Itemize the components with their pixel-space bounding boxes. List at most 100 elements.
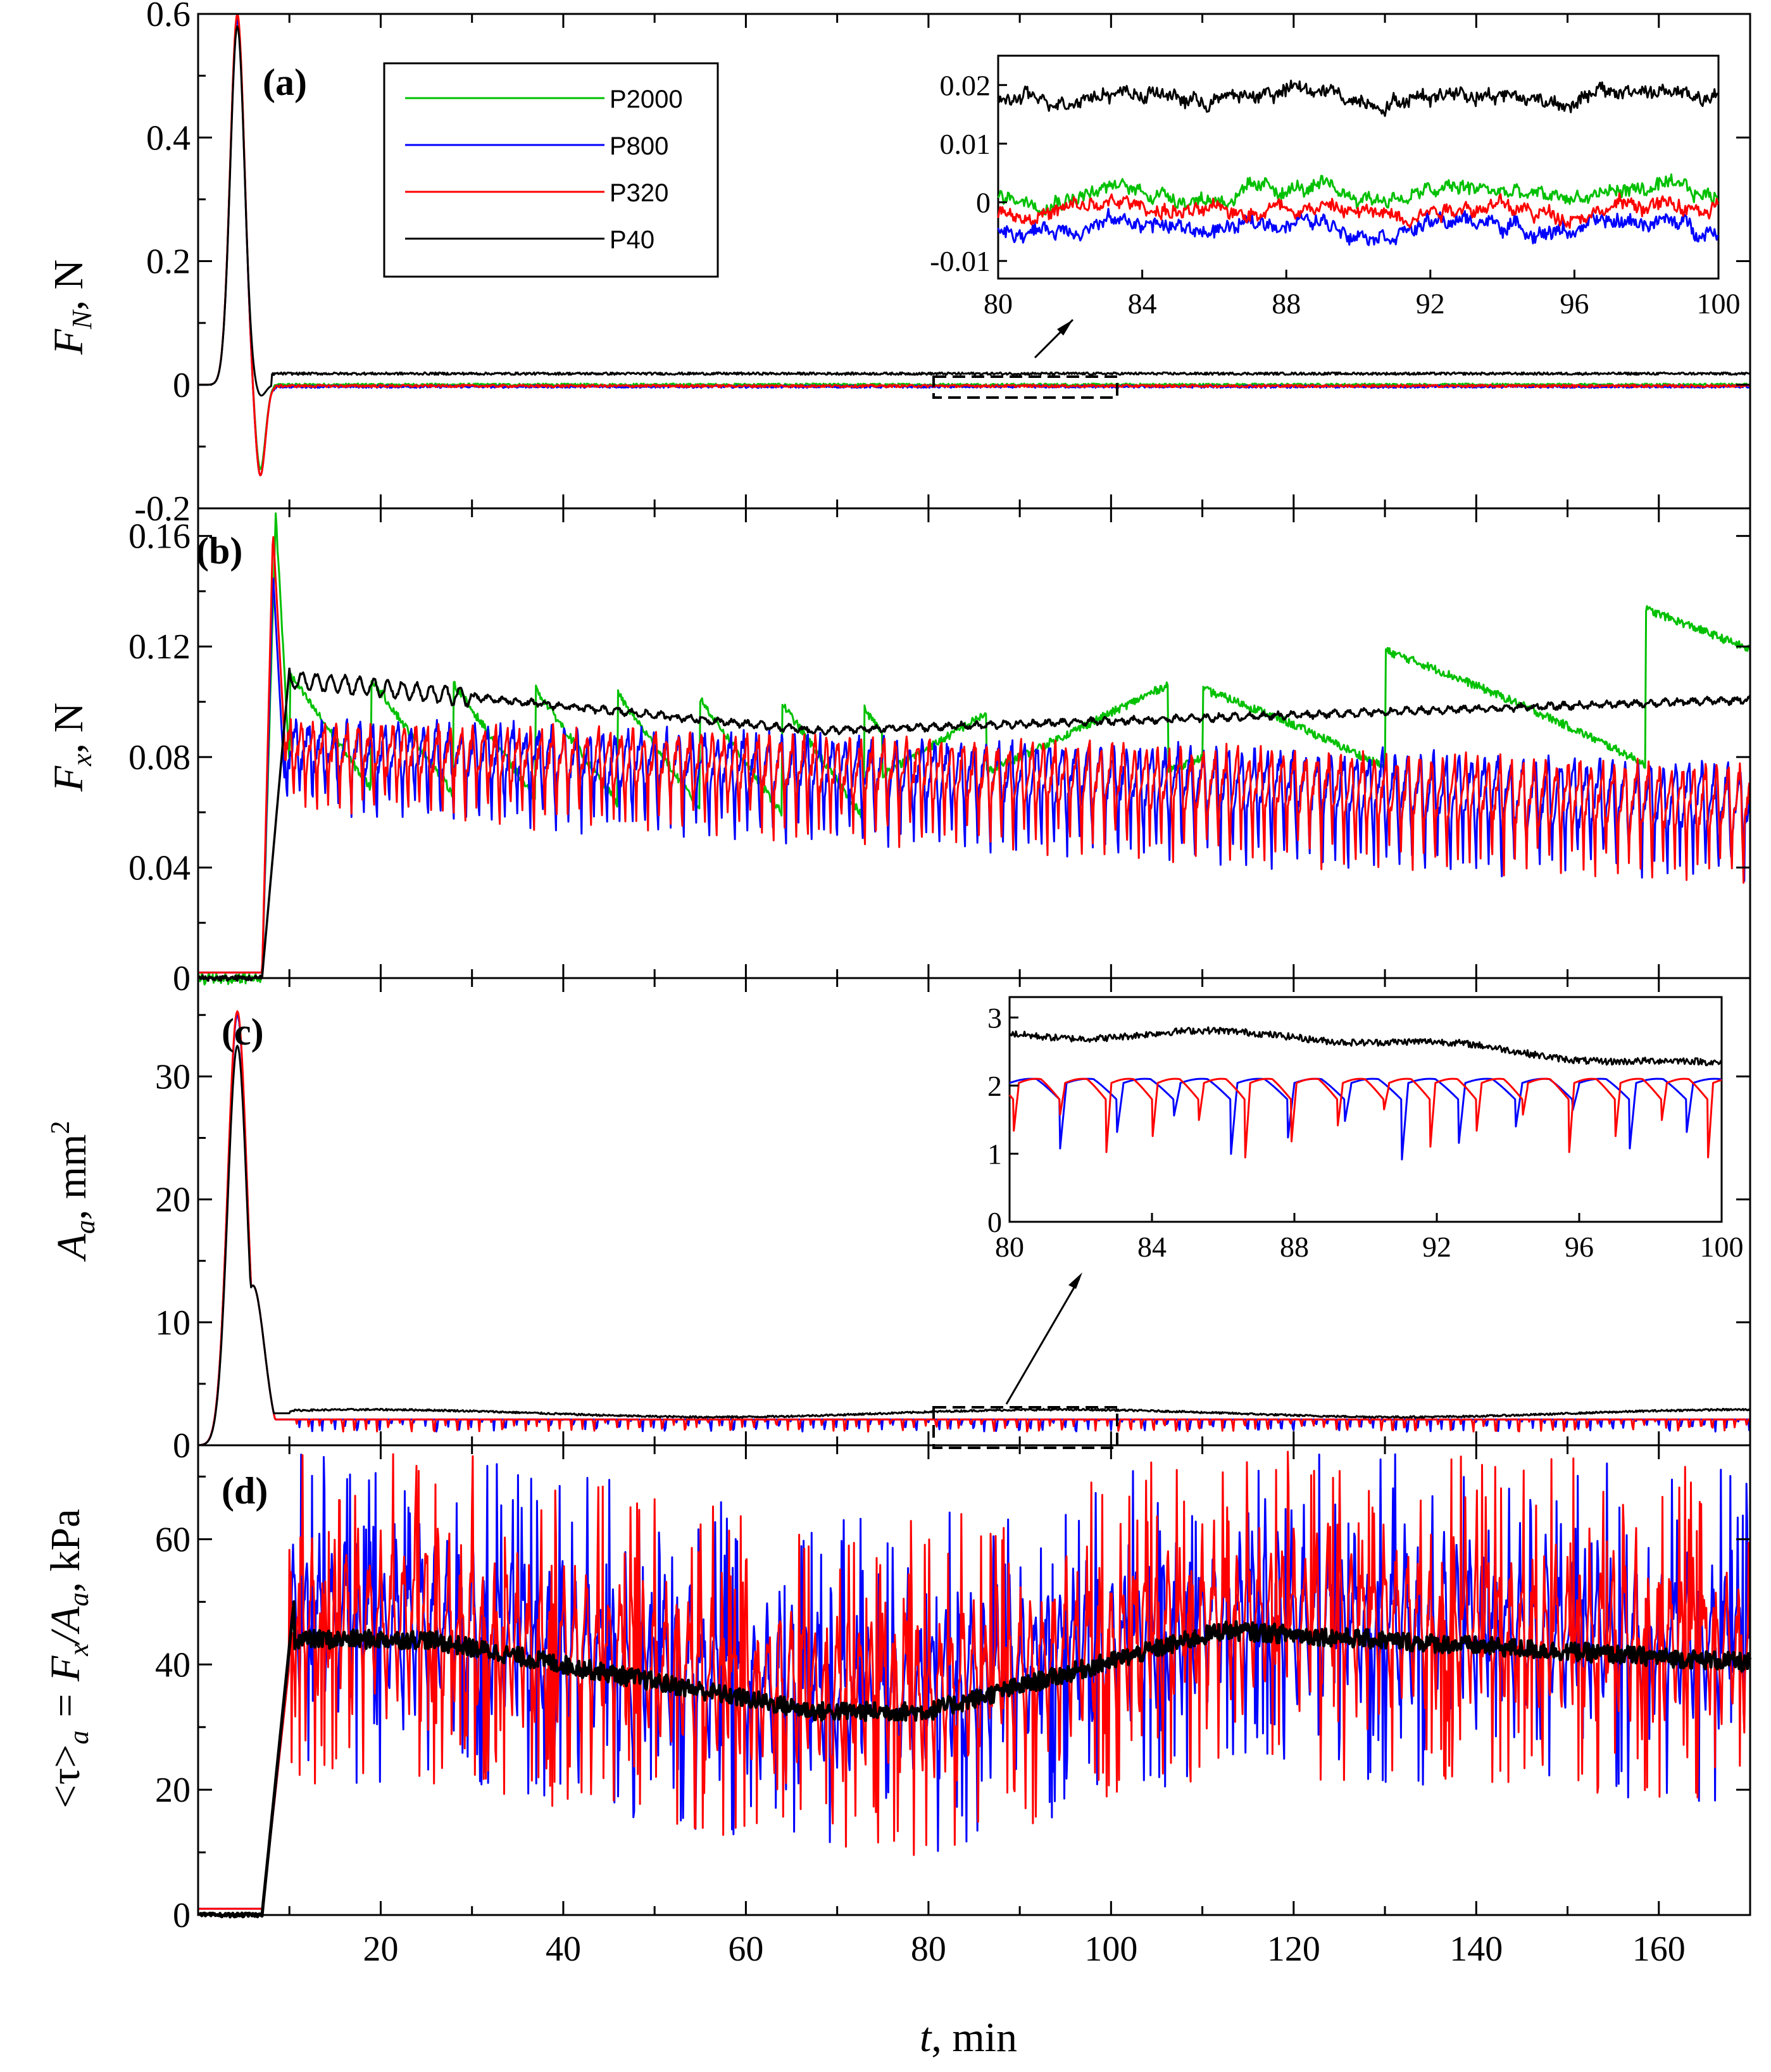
panel-d: 0 20 40 60 20 40 60 80 100 120 140 160 (d) <τ>a = F… [42, 1444, 1752, 2061]
panel-c-line-p40 [197, 1045, 1751, 1447]
panel-a-inset-line-p800 [997, 208, 1719, 246]
x-tick-label: 80 [911, 1930, 946, 1969]
panel-a-line-p40 [197, 25, 1751, 397]
panel-d-line-p800 [197, 1453, 1751, 1910]
panel-c-inset-x-tick-label: 88 [1280, 1231, 1309, 1263]
x-tick-label: 140 [1449, 1930, 1503, 1969]
x-tick-label: 120 [1267, 1930, 1320, 1969]
panel-c-inset-frame [1008, 996, 1723, 1223]
panel-d-axes: 0 20 40 60 20 40 60 80 100 120 140 160 [155, 1444, 1751, 1969]
x-tick-label: 60 [728, 1930, 763, 1969]
panel-a-inset-y-tick-label: -0.01 [930, 245, 991, 277]
y-tick-label: 0.6 [146, 0, 191, 34]
panel-a-inset-y-tick-label: 0 [976, 187, 991, 219]
panel-a-label: (a) [263, 61, 307, 103]
panel-a-inset-line-p2000 [997, 173, 1719, 216]
panel-c-inset-x-tick-label: 84 [1137, 1231, 1167, 1263]
panel-c-inset-y-tick-label: 3 [987, 1001, 1002, 1034]
y-tick-label: 40 [155, 1645, 191, 1685]
panel-a-inset-line-p40 [997, 79, 1718, 117]
panel-a-inset-x-tick-label: 88 [1272, 287, 1301, 320]
panel-b-label: (b) [196, 530, 242, 572]
y-tick-label: 0 [173, 1896, 191, 1935]
d-axes-frame [197, 1444, 1751, 1916]
panel-c-inset-x-tick-label: 80 [995, 1231, 1024, 1263]
panel-c-inset-y-tick-label: 1 [987, 1138, 1002, 1170]
panel-a-inset-series [997, 79, 1719, 246]
y-tick-label: 20 [155, 1181, 191, 1220]
panel-c-zoom-box [932, 1406, 1118, 1449]
x-tick-label: 40 [546, 1930, 581, 1969]
y-tick-label: 20 [155, 1771, 191, 1810]
legend: P2000 P800 P320 P40 [383, 62, 719, 278]
legend-label-p320: P320 [610, 179, 668, 207]
panel-c-label: (c) [222, 1011, 264, 1053]
panel-c: 0 10 20 30 (c) Aa, mm2 80 84 88 92 96 100 0 1 2 3 [46, 977, 1751, 1466]
y-tick-label: 0 [173, 959, 191, 998]
panel-c-inset-y-tick-label: 0 [987, 1206, 1002, 1238]
panel-a-inset-x-tick-label: 100 [1697, 287, 1741, 320]
panel-c-inset-line-p40 [1008, 1026, 1722, 1067]
panel-a-inset-axes: 80 84 88 92 96 100 -0.01 0 0.01 0.02 [930, 69, 1740, 320]
panel-a-inset-x-tick-label: 84 [1128, 287, 1157, 320]
y-tick-label: 0.08 [128, 738, 191, 777]
panel-a-ylabel: FN, N [46, 260, 97, 355]
y-tick-label: 60 [155, 1520, 191, 1559]
panel-a-line-p320 [197, 13, 1751, 477]
panel-a-zoom-arrowhead [1057, 320, 1073, 336]
legend-label-p800: P800 [610, 132, 668, 160]
panel-a-inset: 80 84 88 92 96 100 -0.01 0 0.01 0.02 [930, 54, 1741, 320]
panel-c-inset-x-tick-label: 92 [1422, 1231, 1451, 1263]
panel-b-line-p40 [197, 667, 1751, 982]
x-axis-label: t, min [920, 2014, 1017, 2061]
panel-c-inset-x-tick-label: 96 [1565, 1231, 1594, 1263]
panel-d-ylabel: <τ>a = Fx/Aa, kPa [42, 1509, 94, 1808]
panel-a: -0.2 0 0.2 0.4 0.6 (a) FN, N P2000 P800 P320… [46, 0, 1751, 529]
panel-b-ylabel: Fx, N [46, 703, 97, 793]
panel-a-inset-x-tick-label: 96 [1560, 287, 1589, 320]
panel-c-inset-line-p320 [1008, 1077, 1722, 1158]
panel-d-series [197, 1450, 1752, 1919]
y-tick-label: 0 [173, 366, 191, 405]
panel-b-series [197, 512, 1751, 986]
panel-c-zoom-arrow [1005, 1278, 1080, 1405]
panel-a-inset-y-tick-label: 0.02 [940, 69, 991, 101]
panel-a-series [197, 13, 1751, 477]
panel-c-inset: 80 84 88 92 96 100 0 1 2 3 [987, 996, 1744, 1263]
y-tick-label: -0.2 [134, 489, 191, 529]
panel-a-zoom-box [932, 375, 1118, 399]
panel-a-inset-x-tick-label: 80 [984, 287, 1013, 320]
legend-label-p40: P40 [610, 226, 654, 254]
panel-a-inset-frame [997, 54, 1720, 280]
y-tick-label: 0.12 [128, 627, 191, 667]
panel-b: 0 0.04 0.08 0.12 0.16 (b) Fx, N [46, 507, 1751, 998]
panel-b-line-p320 [197, 536, 1751, 974]
panel-d-label: (d) [222, 1470, 268, 1512]
panel-c-inset-y-tick-label: 2 [987, 1070, 1002, 1102]
panel-b-axes: 0 0.04 0.08 0.12 0.16 [128, 507, 1751, 998]
panel-c-inset-axes: 80 84 88 92 96 100 0 1 2 3 [987, 1001, 1744, 1263]
y-tick-label: 10 [155, 1303, 191, 1343]
x-tick-label: 100 [1084, 1930, 1137, 1969]
panel-a-inset-y-tick-label: 0.01 [940, 128, 991, 160]
y-tick-label: 0.2 [146, 242, 191, 282]
panel-d-line-p40 [197, 1600, 1752, 1919]
panel-c-ylabel: Aa, mm2 [46, 1121, 101, 1262]
panel-c-zoom-arrowhead [1068, 1272, 1082, 1289]
y-tick-label: 30 [155, 1057, 191, 1096]
panel-c-inset-x-tick-label: 100 [1700, 1231, 1744, 1263]
y-tick-label: 0.04 [128, 848, 191, 888]
panel-a-inset-x-tick-label: 92 [1416, 287, 1445, 320]
panel-a-inset-line-p320 [997, 192, 1719, 229]
x-tick-label: 160 [1632, 1930, 1686, 1969]
y-tick-label: 0 [173, 1426, 191, 1466]
panel-c-series [197, 1010, 1751, 1447]
panel-c-inset-series [1008, 1026, 1722, 1160]
y-tick-label: 0.4 [146, 118, 191, 158]
x-tick-label: 20 [363, 1930, 398, 1969]
y-tick-label: 0.16 [128, 517, 191, 556]
legend-label-p2000: P2000 [610, 85, 683, 113]
panel-c-line-p320 [197, 1010, 1751, 1447]
